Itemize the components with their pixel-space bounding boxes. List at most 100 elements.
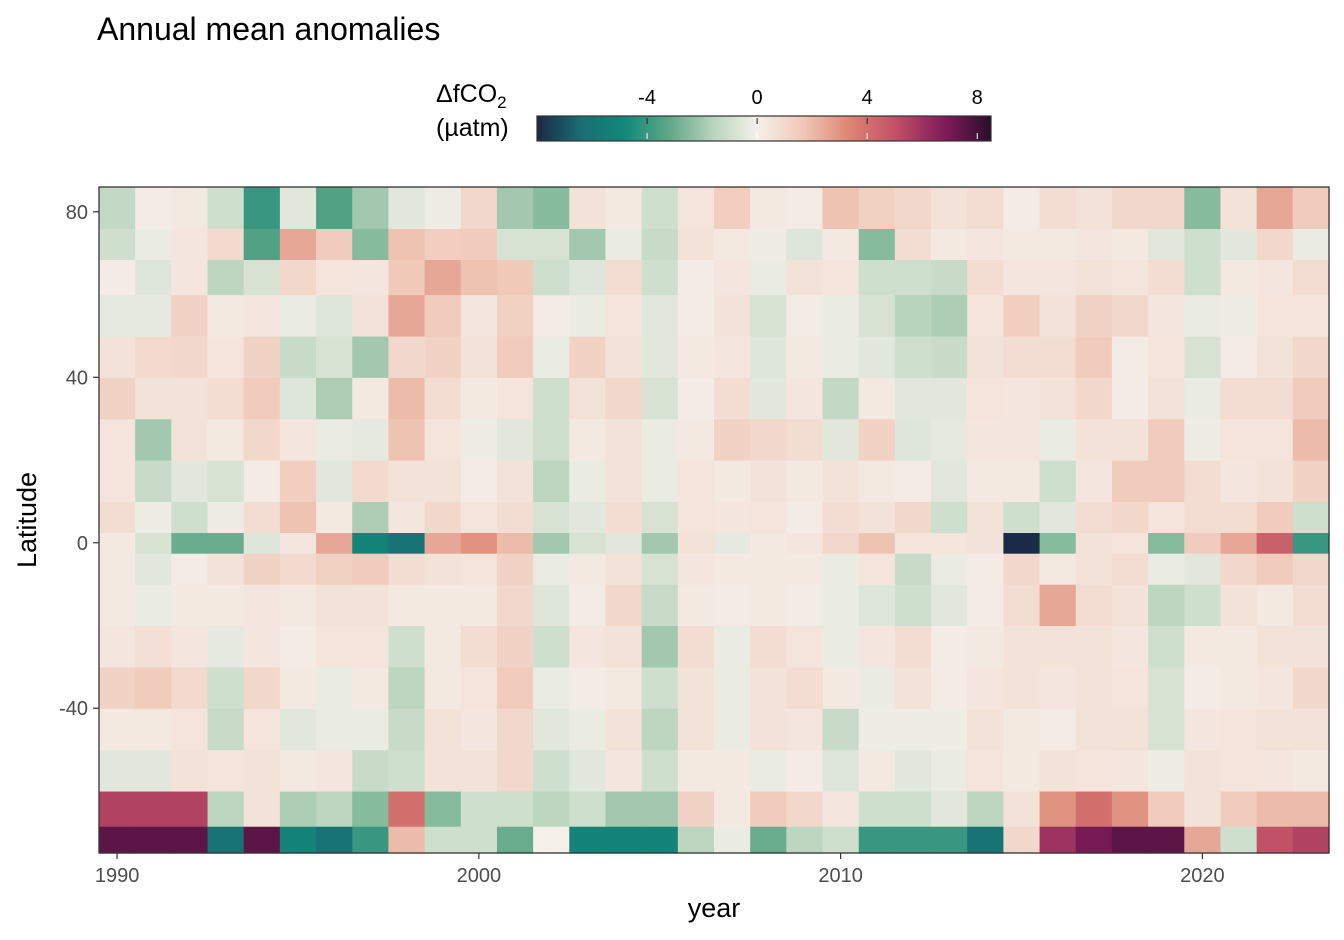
heatmap-cell: [207, 584, 245, 627]
heatmap-cell: [533, 259, 570, 296]
heatmap-cell: [135, 418, 172, 461]
heatmap-cell: [1184, 708, 1222, 751]
heatmap-cell: [786, 553, 824, 585]
heatmap-cell: [207, 708, 245, 751]
heatmap-cell: [1220, 501, 1258, 534]
x-tick-label: 1990: [95, 865, 140, 887]
heatmap-cell: [605, 460, 643, 502]
heatmap-cell: [460, 418, 498, 461]
heatmap-cell: [1039, 749, 1077, 792]
heatmap-cell: [822, 377, 860, 420]
heatmap-cell: [605, 259, 643, 296]
heatmap-cell: [207, 460, 245, 502]
heatmap-cell: [1148, 335, 1185, 378]
heatmap-cell: [967, 553, 1005, 585]
heatmap-cell: [605, 826, 643, 854]
heatmap-cell: [714, 501, 751, 534]
heatmap-cell: [750, 418, 787, 461]
heatmap-cell: [99, 501, 136, 534]
heatmap-cell: [1256, 666, 1294, 709]
heatmap-cell: [569, 826, 607, 854]
heatmap-cell: [1039, 584, 1077, 627]
heatmap-cell: [496, 584, 534, 627]
heatmap-cell: [171, 228, 209, 260]
heatmap-cell: [822, 790, 860, 827]
heatmap-cell: [243, 418, 281, 461]
heatmap-cell: [1256, 790, 1294, 827]
heatmap-cell: [641, 532, 679, 554]
heatmap-cell: [1292, 666, 1330, 709]
heatmap-cell: [750, 259, 787, 296]
heatmap-cell: [207, 377, 245, 420]
heatmap-cell: [352, 228, 390, 260]
heatmap-cell: [1003, 790, 1041, 827]
heatmap-cell: [931, 377, 968, 420]
heatmap-cell: [1039, 377, 1077, 420]
heatmap-cell: [99, 228, 136, 260]
heatmap-cell: [1148, 553, 1185, 585]
heatmap-cell: [750, 826, 787, 854]
heatmap-cell: [894, 625, 932, 668]
heatmap-cell: [822, 335, 860, 378]
heatmap-cell: [1003, 708, 1041, 751]
heatmap-cell: [1148, 790, 1185, 827]
heatmap-cell: [279, 187, 317, 229]
heatmap-cell: [605, 377, 643, 420]
heatmap-cell: [207, 553, 245, 585]
heatmap-cell: [605, 666, 643, 709]
heatmap-cell: [1220, 749, 1258, 792]
heatmap-cell: [388, 532, 426, 554]
heatmap-cell: [496, 553, 534, 585]
heatmap-cell: [135, 708, 172, 751]
heatmap-cell: [279, 335, 317, 378]
heatmap-cell: [641, 553, 679, 585]
heatmap-cell: [279, 625, 317, 668]
heatmap-cell: [1075, 708, 1113, 751]
y-tick-label: 80: [66, 202, 88, 224]
heatmap-cell: [460, 790, 498, 827]
heatmap-cell: [1220, 377, 1258, 420]
heatmap-cell: [894, 708, 932, 751]
heatmap-cell: [207, 790, 245, 827]
heatmap-cell: [1220, 708, 1258, 751]
heatmap-cell: [424, 625, 462, 668]
heatmap-cell: [243, 625, 281, 668]
heatmap-cell: [1039, 625, 1077, 668]
heatmap-cell: [1256, 553, 1294, 585]
heatmap-cell: [1003, 335, 1041, 378]
heatmap-cell: [967, 625, 1005, 668]
heatmap-cell: [677, 259, 715, 296]
x-axis-title: year: [688, 893, 741, 923]
heatmap-cell: [1148, 532, 1185, 554]
heatmap-cell: [714, 749, 751, 792]
heatmap-cell: [1148, 228, 1185, 260]
heatmap-cell: [533, 826, 570, 854]
heatmap-cell: [894, 228, 932, 260]
heatmap-cell: [750, 228, 787, 260]
heatmap-cell: [714, 228, 751, 260]
heatmap-cell: [750, 708, 787, 751]
heatmap-cell: [1256, 187, 1294, 229]
heatmap-cell: [135, 666, 172, 709]
heatmap-cell: [99, 826, 136, 854]
y-axis-title: Latitude: [12, 472, 42, 568]
heatmap-cell: [279, 228, 317, 260]
heatmap-cell: [316, 584, 353, 627]
heatmap-cell: [424, 259, 462, 296]
heatmap-cell: [388, 228, 426, 260]
heatmap-cell: [352, 749, 390, 792]
heatmap-cell: [460, 228, 498, 260]
heatmap-cell: [967, 294, 1005, 337]
heatmap-cell: [1220, 666, 1258, 709]
heatmap-cell: [460, 708, 498, 751]
heatmap-cell: [1148, 749, 1185, 792]
heatmap-cell: [1075, 666, 1113, 709]
heatmap-cell: [931, 259, 968, 296]
heatmap-cell: [533, 749, 570, 792]
heatmap-cell: [243, 532, 281, 554]
heatmap-cell: [569, 625, 607, 668]
heatmap-cell: [279, 418, 317, 461]
heatmap-cell: [677, 553, 715, 585]
heatmap-cell: [279, 708, 317, 751]
heatmap-cell: [99, 584, 136, 627]
